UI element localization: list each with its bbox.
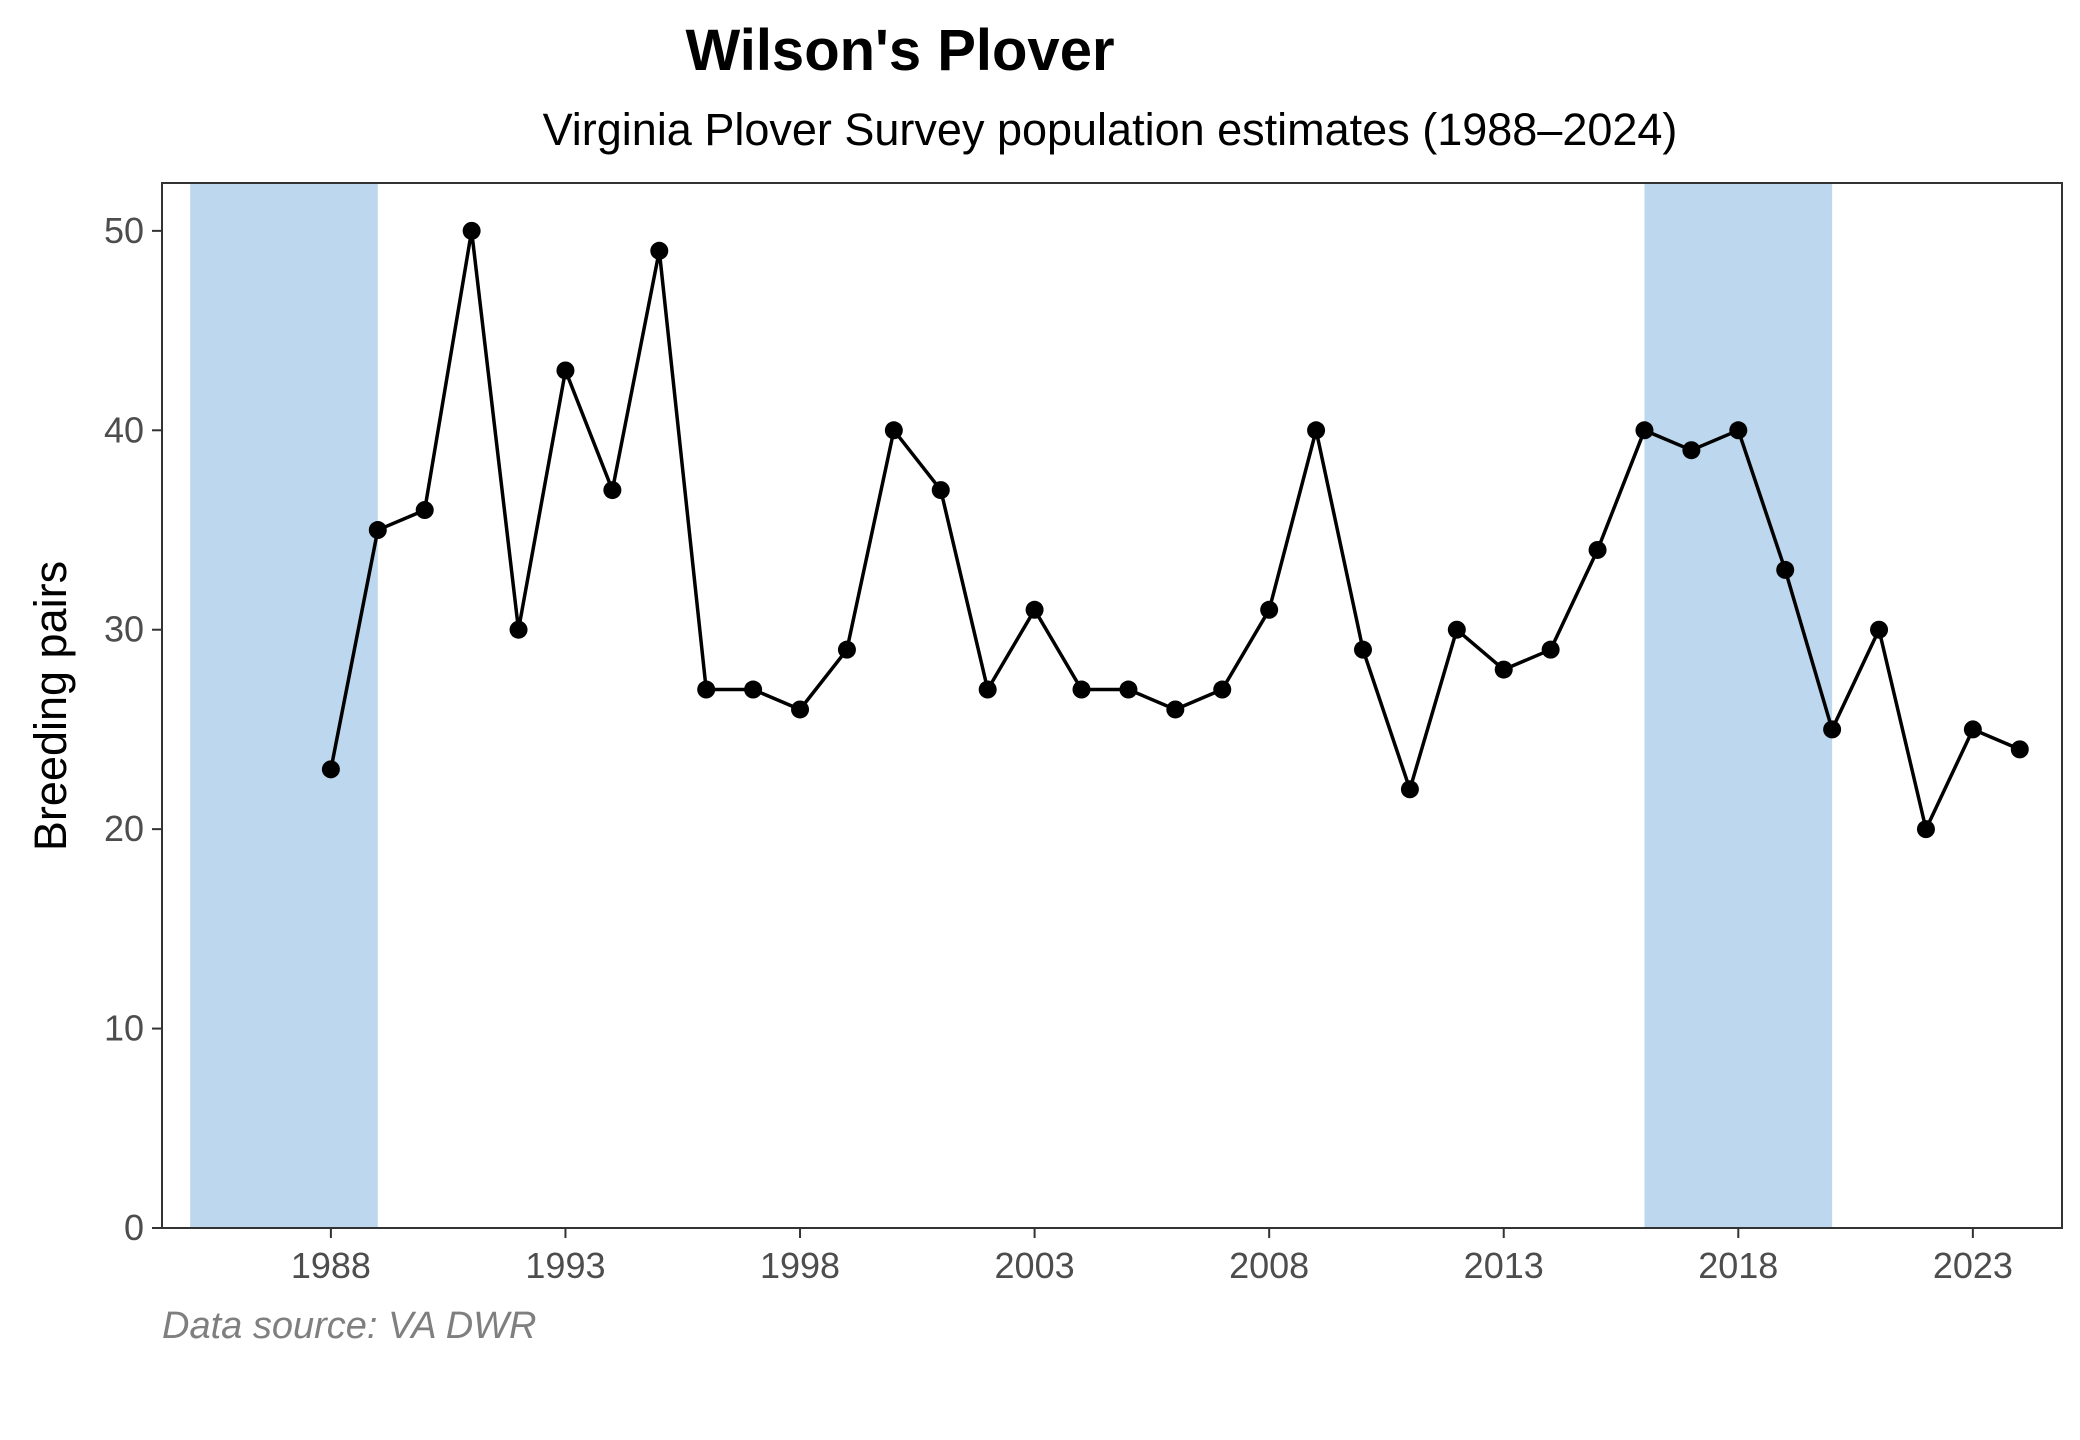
y-tick-label: 30 bbox=[104, 609, 144, 650]
data-point bbox=[1119, 680, 1138, 699]
data-point bbox=[1166, 700, 1185, 719]
plot-panel-border bbox=[161, 182, 2063, 1229]
data-point bbox=[1776, 560, 1795, 579]
data-point bbox=[931, 481, 950, 500]
x-tick-label: 1988 bbox=[291, 1245, 371, 1286]
data-point bbox=[1025, 600, 1044, 619]
x-tick-label: 1993 bbox=[525, 1245, 605, 1286]
data-point bbox=[1072, 680, 1091, 699]
y-axis-label: Breeding pairs bbox=[25, 561, 76, 851]
y-tick-label: 10 bbox=[104, 1008, 144, 1049]
data-point bbox=[837, 640, 856, 659]
data-point bbox=[884, 421, 903, 440]
x-axis: 1988 1993 1998 2003 2008 2013 2018 2023 bbox=[291, 1228, 2013, 1286]
highlight-bands bbox=[190, 183, 1833, 1228]
y-tick-label: 0 bbox=[124, 1207, 144, 1248]
y-tick-label: 20 bbox=[104, 808, 144, 849]
highlight-band-2 bbox=[1644, 183, 1833, 1228]
data-point bbox=[1963, 720, 1982, 739]
data-point bbox=[415, 501, 434, 520]
data-point bbox=[1635, 421, 1654, 440]
x-tick-label: 2018 bbox=[1698, 1245, 1778, 1286]
data-source-caption: Data source: VA DWR bbox=[162, 1305, 537, 1347]
data-point bbox=[697, 680, 716, 699]
data-point bbox=[1870, 620, 1889, 639]
y-tick-label: 40 bbox=[104, 409, 144, 450]
data-point bbox=[1494, 660, 1513, 679]
data-point bbox=[556, 361, 575, 380]
data-point bbox=[1682, 441, 1701, 460]
data-point bbox=[2010, 740, 2029, 759]
data-series bbox=[321, 221, 2029, 839]
data-point bbox=[462, 221, 481, 240]
data-point bbox=[321, 760, 340, 779]
data-point bbox=[650, 241, 669, 260]
data-point bbox=[1729, 421, 1748, 440]
x-tick-label: 1998 bbox=[760, 1245, 840, 1286]
x-tick-label: 2008 bbox=[1229, 1245, 1309, 1286]
data-point bbox=[509, 620, 528, 639]
data-point bbox=[1213, 680, 1232, 699]
data-point bbox=[791, 700, 810, 719]
data-point bbox=[1823, 720, 1842, 739]
highlight-band-1 bbox=[190, 183, 378, 1228]
data-point bbox=[978, 680, 997, 699]
x-tick-label: 2023 bbox=[1933, 1245, 2013, 1286]
data-point bbox=[1541, 640, 1560, 659]
data-point bbox=[1400, 780, 1419, 799]
chart-subtitle: Virginia Plover Survey population estima… bbox=[543, 104, 1678, 155]
data-point bbox=[1447, 620, 1466, 639]
x-tick-label: 2013 bbox=[1464, 1245, 1544, 1286]
x-tick-label: 2003 bbox=[995, 1245, 1075, 1286]
data-point bbox=[744, 680, 763, 699]
chart-title: Wilson's Plover bbox=[685, 18, 1114, 83]
data-point bbox=[1260, 600, 1279, 619]
y-tick-label: 50 bbox=[104, 210, 144, 251]
data-point bbox=[1916, 820, 1935, 839]
y-axis: 0 10 20 30 40 50 bbox=[104, 210, 162, 1248]
data-point bbox=[603, 481, 622, 500]
data-point bbox=[1307, 421, 1326, 440]
data-point bbox=[1353, 640, 1372, 659]
data-point bbox=[368, 521, 387, 540]
data-point bbox=[1588, 540, 1607, 559]
